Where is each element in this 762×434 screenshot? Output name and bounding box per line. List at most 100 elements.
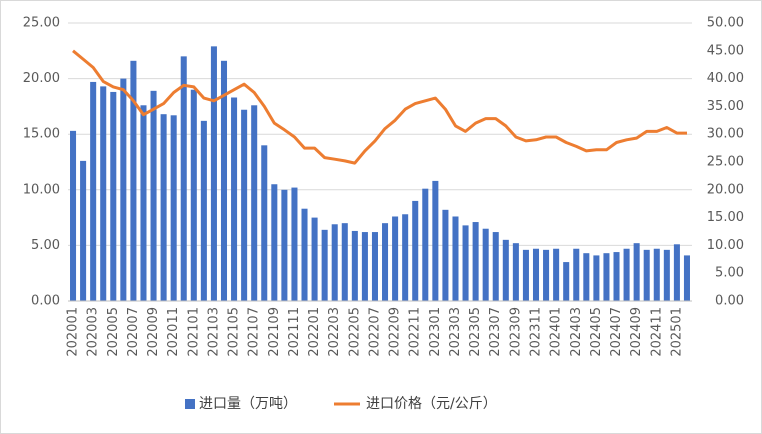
x-tick-label: 202205 xyxy=(347,307,362,357)
bar xyxy=(643,249,650,301)
x-tick-label: 202311 xyxy=(529,307,544,357)
bar xyxy=(140,105,147,302)
bar xyxy=(522,249,529,301)
bar xyxy=(361,232,368,301)
x-tick-label: 202307 xyxy=(488,307,503,357)
x-tick-label: 202101 xyxy=(186,307,201,357)
bar xyxy=(301,208,308,301)
bar xyxy=(402,214,409,301)
x-tick-label: 202409 xyxy=(629,307,644,357)
bar xyxy=(170,115,177,302)
bar xyxy=(653,248,660,301)
y2-tick-label: 45.00 xyxy=(707,43,744,58)
x-tick-label: 202501 xyxy=(669,307,684,357)
bar xyxy=(220,60,228,301)
bar xyxy=(120,78,127,301)
bar xyxy=(593,255,600,301)
y2-tick-label: 15.00 xyxy=(707,210,744,225)
bar xyxy=(80,160,87,301)
y2-tick-label: 5.00 xyxy=(715,266,744,281)
y-tick-label: 0.00 xyxy=(31,294,60,309)
x-tick-label: 202309 xyxy=(508,307,523,357)
bar xyxy=(382,223,389,301)
x-tick-label: 202403 xyxy=(569,307,584,357)
bar xyxy=(472,222,479,301)
legend-swatch xyxy=(185,399,195,409)
bar xyxy=(492,232,499,301)
bar xyxy=(311,217,318,301)
bar xyxy=(442,209,449,301)
legend-label: 进口量（万吨） xyxy=(199,396,297,412)
bar xyxy=(613,252,620,301)
bar xyxy=(532,248,540,301)
bar xyxy=(553,248,560,301)
x-tick-label: 202007 xyxy=(126,307,141,357)
x-tick-label: 202405 xyxy=(589,307,604,357)
bar xyxy=(623,248,630,301)
bar xyxy=(422,188,429,301)
bar xyxy=(603,253,610,301)
bar xyxy=(573,248,580,301)
y2-tick-label: 30.00 xyxy=(707,127,744,142)
bar xyxy=(251,105,258,302)
x-tick-label: 202011 xyxy=(166,307,181,357)
x-tick-label: 202401 xyxy=(549,307,564,357)
bar xyxy=(130,60,137,301)
bar xyxy=(341,223,348,301)
bar xyxy=(583,253,590,301)
bar xyxy=(502,239,509,301)
x-tick-label: 202211 xyxy=(408,307,423,357)
bar xyxy=(482,228,489,301)
y2-tick-label: 25.00 xyxy=(707,155,744,170)
bar xyxy=(271,184,278,301)
bar xyxy=(291,187,298,301)
bar xyxy=(563,262,570,301)
legend-label: 进口价格（元/公斤） xyxy=(366,396,497,412)
bar xyxy=(462,225,469,301)
bar xyxy=(281,189,288,301)
bar xyxy=(90,81,97,301)
y-tick-label: 25.00 xyxy=(23,16,60,31)
x-tick-label: 202107 xyxy=(247,307,262,357)
x-tick-label: 202103 xyxy=(206,307,221,357)
bar xyxy=(452,216,459,301)
x-tick-label: 202203 xyxy=(327,307,342,357)
bar xyxy=(331,224,338,301)
bar xyxy=(210,46,217,301)
x-tick-label: 202303 xyxy=(448,307,463,357)
bar xyxy=(673,244,680,301)
bar xyxy=(412,200,419,301)
y2-tick-label: 40.00 xyxy=(707,71,744,86)
bar xyxy=(432,180,439,301)
y-tick-label: 10.00 xyxy=(23,182,60,197)
y2-tick-label: 35.00 xyxy=(707,99,744,114)
bar xyxy=(663,249,670,301)
x-tick-label: 202109 xyxy=(267,307,282,357)
bar xyxy=(180,56,187,301)
bar xyxy=(241,109,248,302)
y-tick-label: 15.00 xyxy=(23,127,60,142)
x-tick-label: 202111 xyxy=(287,307,302,357)
bar xyxy=(683,255,690,301)
bar xyxy=(110,91,117,301)
bar xyxy=(321,229,328,301)
bar xyxy=(351,230,358,301)
bar xyxy=(543,249,550,301)
legend: 进口量（万吨） 进口价格（元/公斤） xyxy=(185,396,497,412)
y2-tick-label: 20.00 xyxy=(707,182,744,197)
bar xyxy=(633,243,640,301)
x-tick-label: 202001 xyxy=(66,307,81,357)
bar xyxy=(231,97,238,301)
line xyxy=(72,49,687,165)
x-tick-label: 202005 xyxy=(106,307,121,357)
x-tick-label: 202411 xyxy=(649,307,664,357)
x-tick-label: 202105 xyxy=(227,307,242,357)
bar xyxy=(371,232,378,301)
bar xyxy=(150,90,157,301)
bar xyxy=(261,145,268,301)
bar xyxy=(190,89,197,301)
x-tick-label: 202003 xyxy=(86,307,101,357)
x-tick-label: 202209 xyxy=(388,307,403,357)
